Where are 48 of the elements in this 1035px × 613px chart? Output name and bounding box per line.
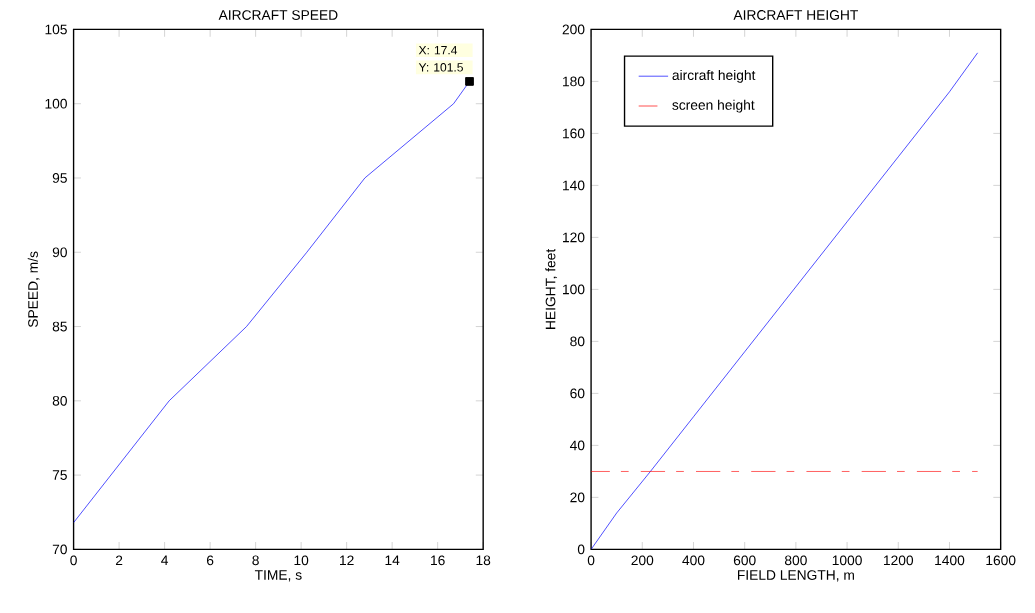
y-tick-label: 90 (52, 247, 67, 258)
x-tick-label: 0 (587, 555, 595, 566)
y-tick-label: 70 (52, 544, 67, 555)
x-tick-label: 12 (340, 555, 354, 566)
x-tick-label: 1600 (986, 555, 1016, 566)
x-tick-label: 400 (682, 555, 705, 566)
x-tick-label: 10 (294, 555, 309, 566)
y-tick-label: 100 (563, 284, 585, 295)
y-tick-label: 200 (562, 24, 585, 35)
y-tick-label: 80 (570, 336, 585, 347)
x-tick-label: 1200 (883, 555, 914, 566)
y-tick-label: 95 (52, 173, 67, 183)
y-tick-label: 100 (45, 98, 67, 109)
chart-title: AIRCRAFT HEIGHT (733, 10, 858, 20)
x-tick-label: 18 (476, 555, 491, 566)
x-tick-label: 14 (385, 555, 400, 565)
y-tick-label: 120 (563, 232, 585, 243)
y-tick-label: 80 (52, 395, 67, 406)
x-tick-label: 1000 (832, 555, 862, 566)
y-tick-label: 105 (45, 24, 67, 35)
x-tick-label: 0 (70, 555, 77, 566)
x-tick-label: 4 (161, 555, 169, 565)
x-tick-label: 1400 (935, 555, 965, 566)
legend-label: aircraft height (672, 69, 756, 83)
legend-label: screen height (672, 99, 755, 113)
y-tick-label: 160 (563, 128, 585, 139)
x-tick-label: 800 (784, 555, 807, 566)
x-axis-title: TIME, s (254, 570, 302, 582)
y-axis-title: HEIGHT, feet (545, 248, 558, 329)
x-tick-label: 16 (431, 555, 445, 566)
y-tick-label: 140 (563, 180, 585, 191)
x-tick-label: 200 (631, 555, 654, 566)
x-axis-title: FIELD LENGTH, m (738, 570, 854, 582)
annotation: Y: 101.5 (418, 63, 463, 72)
y-tick-label: 20 (570, 492, 585, 503)
y-tick-label: 85 (52, 321, 67, 332)
annotation: X: 17.4 (418, 45, 458, 55)
y-axis-title: SPEED, m/s (27, 251, 40, 328)
y-tick-label: 40 (569, 440, 585, 451)
x-tick-label: 600 (733, 555, 756, 566)
x-tick-label: 2 (115, 555, 123, 566)
chart-title: AIRCRAFT SPEED (218, 10, 338, 20)
y-tick-label: 75 (52, 470, 67, 480)
x-tick-label: 6 (206, 555, 214, 566)
y-tick-label: 60 (570, 388, 585, 399)
y-tick-label: 0 (577, 544, 585, 555)
x-tick-label: 8 (252, 555, 259, 566)
y-tick-label: 180 (563, 76, 585, 87)
